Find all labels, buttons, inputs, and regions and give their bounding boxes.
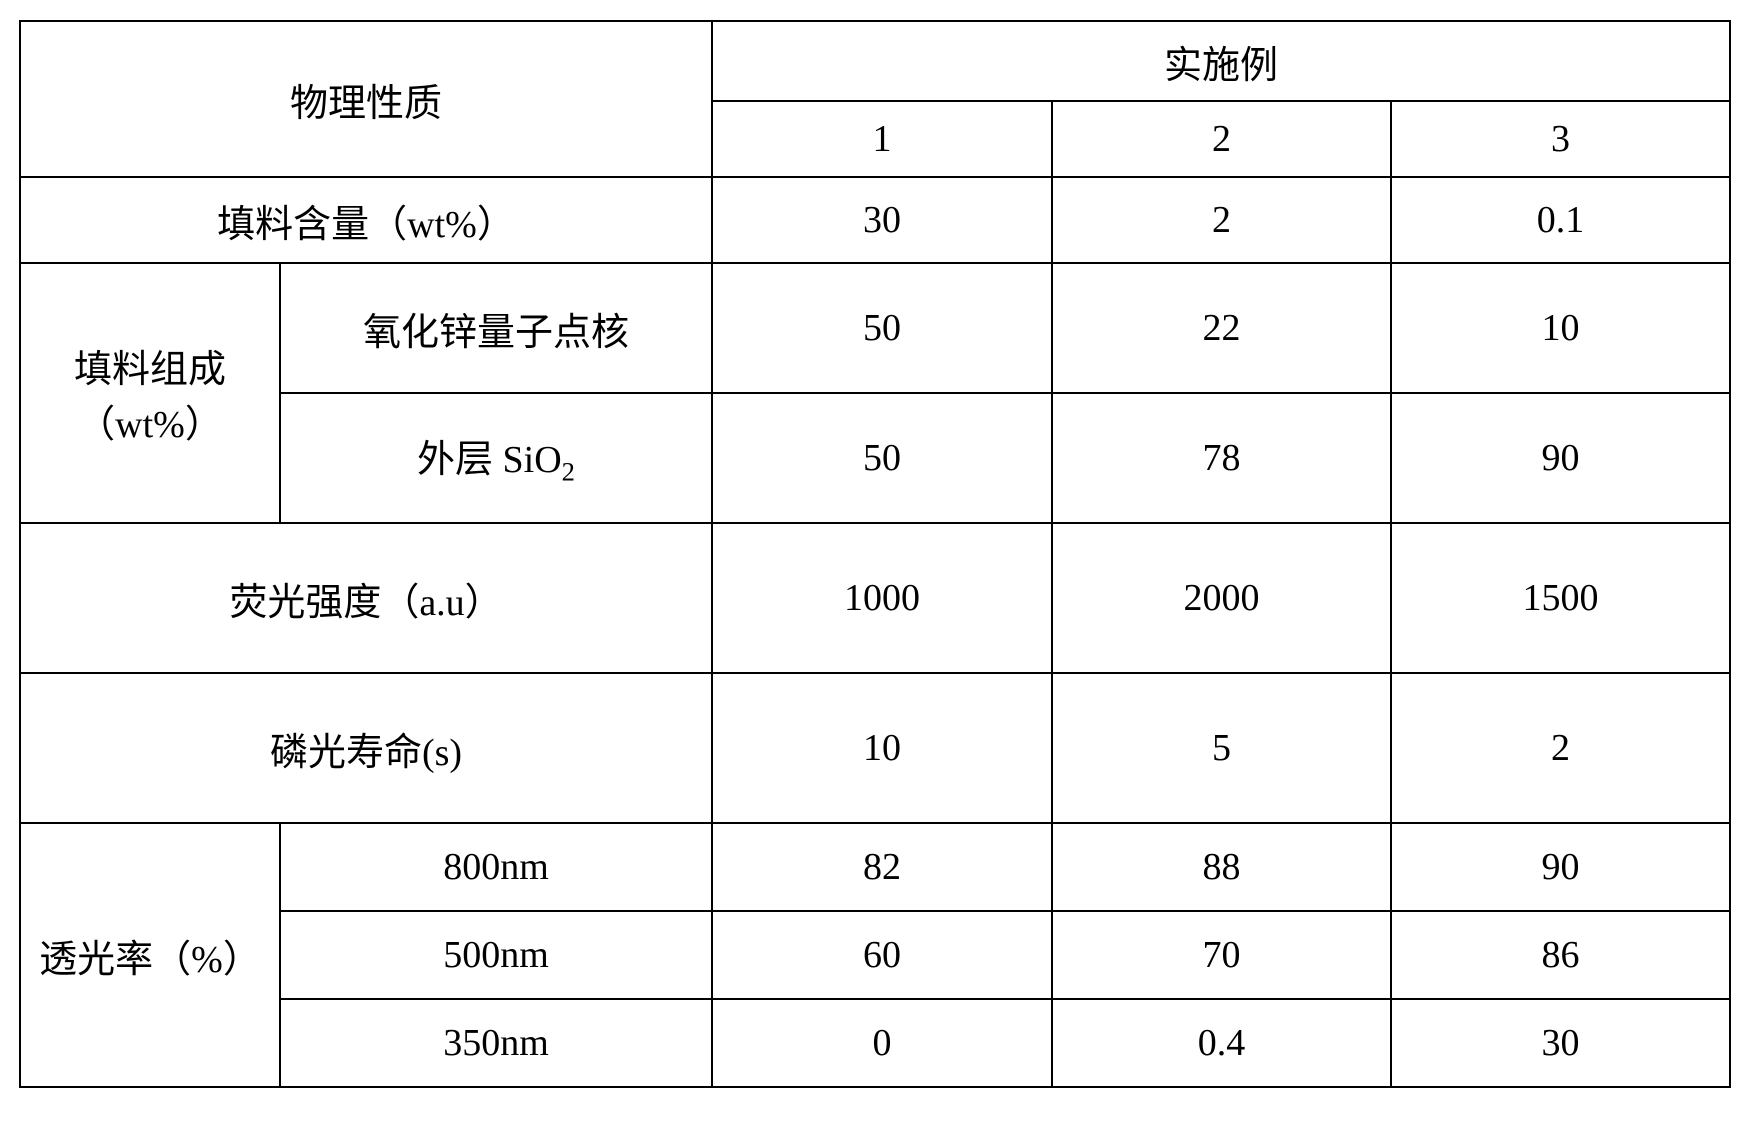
fluorescence-value-1: 1000 xyxy=(712,523,1052,673)
transmittance-label: 透光率（%） xyxy=(20,823,280,1087)
sio2-outer-value-2: 78 xyxy=(1052,393,1391,523)
phosphorescence-value-3: 2 xyxy=(1391,673,1730,823)
zno-core-value-2: 22 xyxy=(1052,263,1391,393)
example-number-2: 2 xyxy=(1052,101,1391,177)
filler-content-value-1: 30 xyxy=(712,177,1052,263)
header-property-label: 物理性质 xyxy=(20,21,712,177)
transmittance-500nm-value-1: 60 xyxy=(712,911,1052,999)
table-row-zno-core: 填料组成（wt%） 氧化锌量子点核 50 22 10 xyxy=(20,263,1730,393)
phosphorescence-value-1: 10 xyxy=(712,673,1052,823)
filler-composition-label: 填料组成（wt%） xyxy=(20,263,280,523)
transmittance-350nm-value-3: 30 xyxy=(1391,999,1730,1087)
transmittance-800nm-value-2: 88 xyxy=(1052,823,1391,911)
transmittance-500nm-value-3: 86 xyxy=(1391,911,1730,999)
table-row-fluorescence: 荧光强度（a.u） 1000 2000 1500 xyxy=(20,523,1730,673)
fluorescence-value-2: 2000 xyxy=(1052,523,1391,673)
table-header-row-1: 物理性质 实施例 xyxy=(20,21,1730,101)
phosphorescence-label: 磷光寿命(s) xyxy=(20,673,712,823)
zno-core-value-1: 50 xyxy=(712,263,1052,393)
transmittance-350nm-label: 350nm xyxy=(280,999,712,1087)
filler-content-label: 填料含量（wt%） xyxy=(20,177,712,263)
filler-content-value-3: 0.1 xyxy=(1391,177,1730,263)
sio2-outer-value-3: 90 xyxy=(1391,393,1730,523)
transmittance-800nm-value-1: 82 xyxy=(712,823,1052,911)
transmittance-350nm-value-1: 0 xyxy=(712,999,1052,1087)
transmittance-800nm-value-3: 90 xyxy=(1391,823,1730,911)
sio2-outer-label: 外层 SiO2 xyxy=(280,393,712,523)
table-row-phosphorescence: 磷光寿命(s) 10 5 2 xyxy=(20,673,1730,823)
example-number-3: 3 xyxy=(1391,101,1730,177)
filler-content-value-2: 2 xyxy=(1052,177,1391,263)
fluorescence-label: 荧光强度（a.u） xyxy=(20,523,712,673)
properties-table: 物理性质 实施例 1 2 3 填料含量（wt%） 30 2 0.1 填料组成（w… xyxy=(19,20,1731,1088)
sio2-outer-value-1: 50 xyxy=(712,393,1052,523)
fluorescence-value-3: 1500 xyxy=(1391,523,1730,673)
example-number-1: 1 xyxy=(712,101,1052,177)
transmittance-500nm-value-2: 70 xyxy=(1052,911,1391,999)
transmittance-800nm-label: 800nm xyxy=(280,823,712,911)
zno-core-value-3: 10 xyxy=(1391,263,1730,393)
transmittance-500nm-label: 500nm xyxy=(280,911,712,999)
header-examples-label: 实施例 xyxy=(712,21,1730,101)
table-row-filler-content: 填料含量（wt%） 30 2 0.1 xyxy=(20,177,1730,263)
table-row-transmittance-800nm: 透光率（%） 800nm 82 88 90 xyxy=(20,823,1730,911)
transmittance-350nm-value-2: 0.4 xyxy=(1052,999,1391,1087)
zno-core-label: 氧化锌量子点核 xyxy=(280,263,712,393)
phosphorescence-value-2: 5 xyxy=(1052,673,1391,823)
